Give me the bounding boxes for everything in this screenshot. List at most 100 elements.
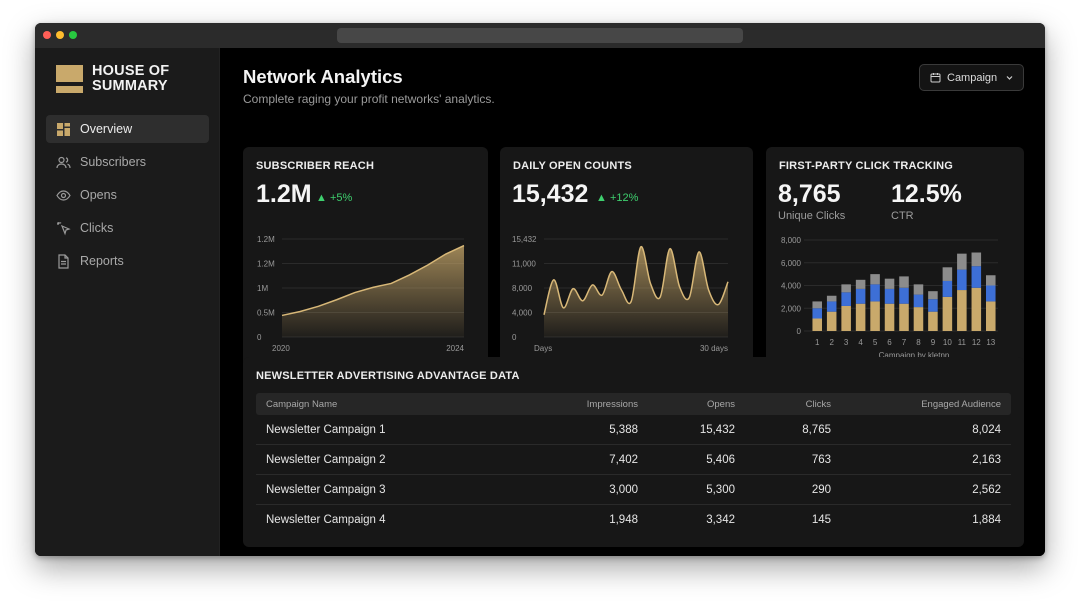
sidebar-item-overview[interactable]: Overview bbox=[46, 115, 209, 143]
cell-campaign-name: Newsletter Campaign 3 bbox=[266, 484, 386, 496]
title-bar bbox=[35, 23, 1045, 48]
sidebar-nav: Overview Subscribers Opens Clicks Report… bbox=[46, 115, 209, 280]
bar-segment bbox=[913, 294, 924, 308]
maximize-window-button[interactable] bbox=[69, 31, 77, 39]
y-tick-label: 4,000 bbox=[512, 309, 533, 318]
x-tick-label: 3 bbox=[844, 338, 849, 347]
x-tick-label: 9 bbox=[931, 338, 936, 347]
table-row[interactable]: Newsletter Campaign 1 5,388 15,432 8,765… bbox=[256, 415, 1011, 445]
x-tick-label: Days bbox=[534, 344, 552, 353]
logo-icon bbox=[56, 65, 83, 93]
cell-clicks: 763 bbox=[811, 454, 831, 466]
y-tick-label: 0 bbox=[512, 333, 517, 342]
y-tick-label: 0 bbox=[257, 333, 262, 342]
bar-segment bbox=[884, 288, 895, 304]
brand-logo[interactable]: HOUSE OF SUMMARY bbox=[56, 64, 169, 94]
y-tick-label: 2,000 bbox=[781, 304, 802, 313]
bar-segment bbox=[913, 307, 924, 331]
bar-segment bbox=[884, 303, 895, 331]
y-tick-label: 15,432 bbox=[512, 235, 537, 244]
sidebar-item-reports[interactable]: Reports bbox=[46, 247, 209, 275]
x-tick-label: 2024 bbox=[446, 344, 464, 353]
sidebar-item-label: Clicks bbox=[80, 221, 114, 235]
bar-segment bbox=[971, 287, 982, 331]
ctr-label: CTR bbox=[891, 210, 914, 222]
cell-campaign-name: Newsletter Campaign 1 bbox=[266, 424, 386, 436]
y-tick-label: 8,000 bbox=[781, 236, 802, 245]
bar-segment bbox=[826, 301, 837, 312]
daily-open-counts-value: 15,432 bbox=[512, 180, 589, 208]
y-tick-label: 6,000 bbox=[781, 259, 802, 268]
column-header-campaign[interactable]: Campaign Name bbox=[266, 399, 338, 410]
cell-clicks: 290 bbox=[811, 484, 831, 496]
bar-segment bbox=[841, 284, 851, 293]
cell-impressions: 1,948 bbox=[609, 514, 638, 526]
x-tick-label: 5 bbox=[873, 338, 878, 347]
sidebar: HOUSE OF SUMMARY Overview Subscribers Op… bbox=[35, 48, 220, 556]
cursor-click-icon bbox=[57, 221, 71, 235]
cell-opens: 5,406 bbox=[706, 454, 735, 466]
click-tracking-card: FIRST-PARTY CLICK TRACKING 8,765 Unique … bbox=[766, 147, 1024, 369]
cell-impressions: 5,388 bbox=[609, 424, 638, 436]
cell-engaged-audience: 1,884 bbox=[972, 514, 1001, 526]
cell-campaign-name: Newsletter Campaign 2 bbox=[266, 454, 386, 466]
bar-segment bbox=[942, 296, 953, 331]
bar-segment bbox=[855, 279, 866, 289]
bar-segment bbox=[841, 292, 851, 306]
x-tick-label: 12 bbox=[972, 338, 981, 347]
y-tick-label: 11,000 bbox=[512, 260, 536, 269]
bar-segment bbox=[971, 266, 982, 288]
bar-segment bbox=[928, 311, 938, 331]
bar-segment bbox=[899, 287, 909, 304]
bar-segment bbox=[899, 303, 909, 331]
bar-segment bbox=[826, 311, 837, 331]
table-row[interactable]: Newsletter Campaign 4 1,948 3,342 145 1,… bbox=[256, 505, 1011, 535]
up-arrow-icon: ▲ bbox=[316, 192, 330, 204]
sidebar-item-opens[interactable]: Opens bbox=[46, 181, 209, 209]
table-row[interactable]: Newsletter Campaign 3 3,000 5,300 290 2,… bbox=[256, 475, 1011, 505]
users-icon bbox=[56, 156, 71, 168]
bar-segment bbox=[942, 280, 953, 297]
daily-open-counts-delta: ▲ +12% bbox=[596, 192, 638, 204]
x-tick-label: 7 bbox=[902, 338, 907, 347]
bar-segment bbox=[870, 284, 880, 302]
y-tick-label: 1.2M bbox=[257, 235, 275, 244]
sidebar-item-clicks[interactable]: Clicks bbox=[46, 214, 209, 242]
sidebar-item-label: Opens bbox=[80, 188, 117, 202]
table-title: NEWSLETTER ADVERTISING ADVANTAGE DATA bbox=[256, 370, 520, 382]
bar-segment bbox=[826, 295, 837, 302]
document-icon bbox=[58, 253, 69, 269]
cell-engaged-audience: 2,163 bbox=[972, 454, 1001, 466]
campaign-dropdown[interactable]: Campaign bbox=[919, 64, 1024, 91]
column-header-engaged-audience[interactable]: Engaged Audience bbox=[921, 399, 1001, 410]
column-header-opens[interactable]: Opens bbox=[707, 399, 735, 410]
table-header: Campaign Name Impressions Opens Clicks E… bbox=[256, 393, 1011, 415]
cell-engaged-audience: 2,562 bbox=[972, 484, 1001, 496]
sidebar-item-label: Reports bbox=[80, 254, 124, 268]
bar-segment bbox=[942, 267, 953, 281]
cell-engaged-audience: 8,024 bbox=[972, 424, 1001, 436]
address-bar[interactable] bbox=[337, 28, 743, 43]
card-title: DAILY OPEN COUNTS bbox=[513, 160, 632, 172]
daily-open-counts-chart: 15,432 11,000 8,000 4,000 0 Days 30 days bbox=[512, 235, 729, 353]
x-tick-label: 2 bbox=[829, 338, 834, 347]
table-row[interactable]: Newsletter Campaign 2 7,402 5,406 763 2,… bbox=[256, 445, 1011, 475]
x-tick-label: 6 bbox=[887, 338, 892, 347]
page-subtitle: Complete raging your profit networks' an… bbox=[243, 92, 495, 106]
page-title: Network Analytics bbox=[243, 66, 403, 87]
bar-segment bbox=[957, 269, 967, 291]
minimize-window-button[interactable] bbox=[56, 31, 64, 39]
app-window: HOUSE OF SUMMARY Overview Subscribers Op… bbox=[35, 23, 1045, 556]
x-axis-label: Campaign by kletnn bbox=[879, 351, 950, 360]
y-tick-label: 0 bbox=[797, 327, 802, 336]
daily-open-counts-card: DAILY OPEN COUNTS 15,432 ▲ +12% 15,432 11… bbox=[500, 147, 753, 369]
column-header-clicks[interactable]: Clicks bbox=[805, 399, 831, 410]
chevron-down-icon bbox=[1006, 76, 1013, 80]
column-header-impressions[interactable]: Impressions bbox=[586, 399, 638, 410]
sidebar-item-subscribers[interactable]: Subscribers bbox=[46, 148, 209, 176]
close-window-button[interactable] bbox=[43, 31, 51, 39]
delta-label: +12% bbox=[609, 192, 639, 204]
cell-impressions: 7,402 bbox=[609, 454, 638, 466]
x-tick-label: 4 bbox=[858, 338, 863, 347]
